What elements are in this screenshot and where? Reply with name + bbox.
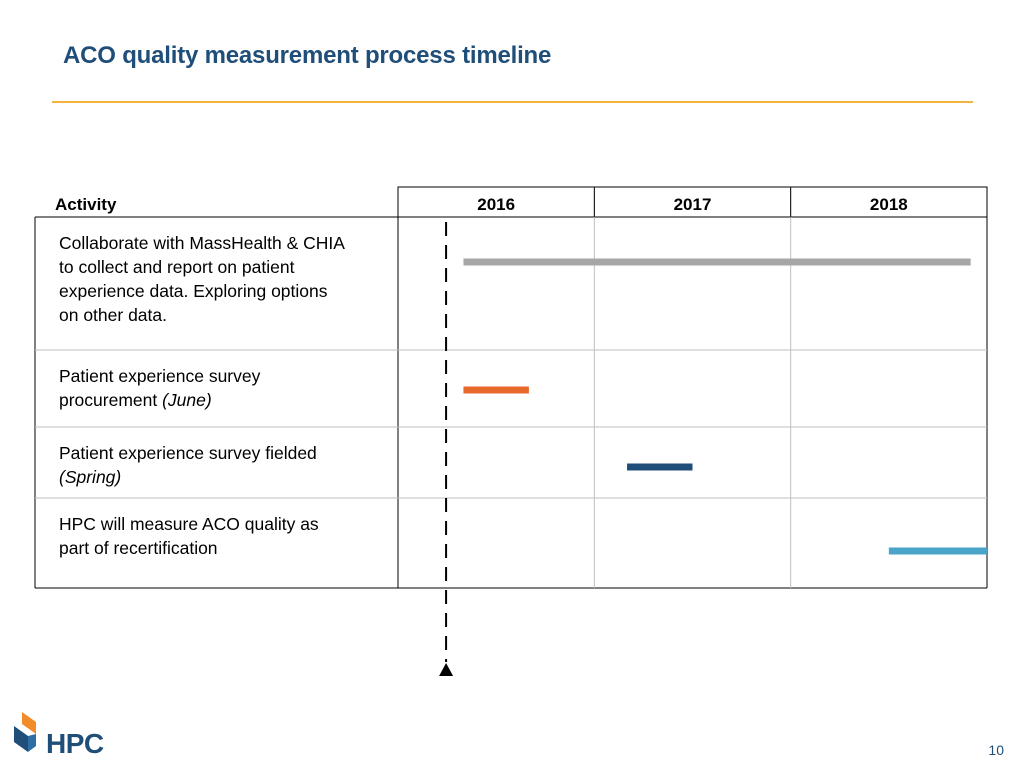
activity-label: Collaborate with MassHealth & CHIA to col… <box>59 233 345 325</box>
year-label-2016: 2016 <box>477 195 515 214</box>
page-number: 10 <box>988 742 1004 758</box>
year-label-2017: 2017 <box>674 195 712 214</box>
activity-label: Patient experience survey procurement (Ju… <box>59 366 261 410</box>
timeline-chart: Activity 2016 2017 2018 Collaborate with Ma… <box>34 186 988 676</box>
page-title: ACO quality measurement process timeline <box>63 42 552 69</box>
activity-label: Patient experience survey fielded (Spring… <box>59 443 317 487</box>
timeline-bar <box>463 258 971 266</box>
activity-label: HPC will measure ACO quality as part of r… <box>59 514 319 558</box>
hpc-logo-icon <box>14 712 36 752</box>
current-time-marker-arrow <box>439 663 454 676</box>
timeline-bar <box>888 547 987 555</box>
timeline-bar <box>463 386 529 394</box>
activity-header: Activity <box>55 195 117 214</box>
logo-text: HPC <box>46 728 104 759</box>
timeline-bar <box>627 463 693 471</box>
title-divider <box>52 101 973 103</box>
year-label-2018: 2018 <box>870 195 908 214</box>
year-header-frame <box>397 186 988 218</box>
